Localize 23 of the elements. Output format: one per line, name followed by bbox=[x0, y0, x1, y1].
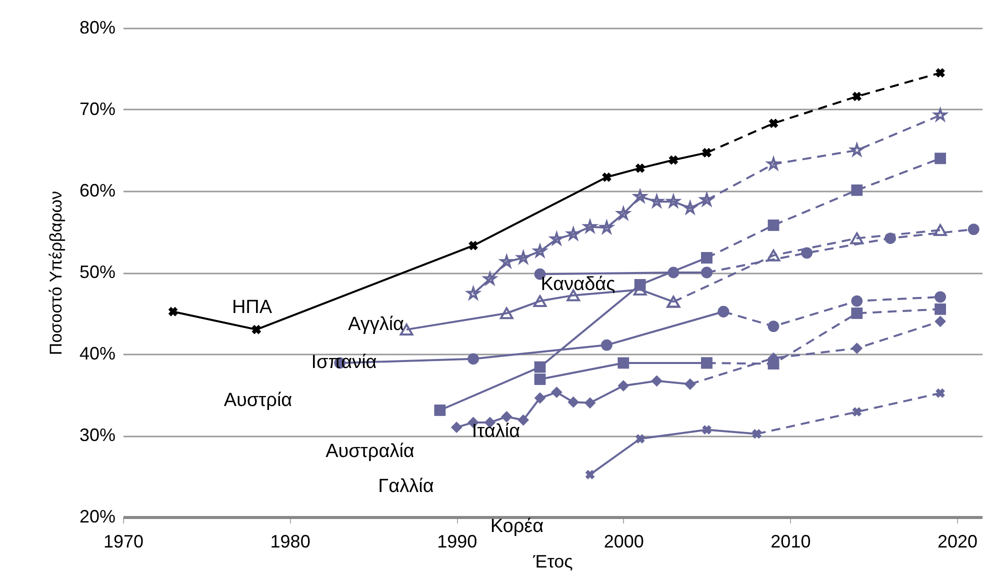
y-axis-title: Ποσοστό Υπέρβαρων bbox=[46, 190, 66, 356]
x-tick-label: 2010 bbox=[770, 532, 811, 552]
y-tick-label: 60% bbox=[79, 180, 116, 200]
annotation: Καναδάς bbox=[540, 274, 616, 295]
y-tick-label: 80% bbox=[79, 18, 116, 38]
y-tick-label: 20% bbox=[79, 506, 116, 526]
annotation: ΗΠΑ bbox=[232, 297, 272, 318]
annotation: Αυστραλία bbox=[326, 441, 414, 462]
y-tick-label: 70% bbox=[79, 99, 116, 119]
x-tick-label: 1990 bbox=[437, 532, 478, 552]
x-tick-label: 2000 bbox=[604, 532, 644, 552]
annotation: Αγγλία bbox=[348, 314, 404, 335]
y-tick-label: 40% bbox=[79, 344, 116, 364]
x-tick-label: 2020 bbox=[937, 532, 978, 552]
annotation: Ιταλία bbox=[472, 421, 520, 442]
annotation: Γαλλία bbox=[378, 476, 434, 497]
x-axis-title: Έτος bbox=[532, 552, 574, 572]
annotation: Κορέα bbox=[490, 516, 544, 537]
y-tick-label: 50% bbox=[79, 262, 116, 282]
y-tick-label: 30% bbox=[79, 425, 116, 445]
x-tick-label: 1970 bbox=[103, 532, 144, 552]
x-tick-label: 1980 bbox=[270, 532, 310, 552]
annotation: Αυστρία bbox=[224, 390, 292, 411]
